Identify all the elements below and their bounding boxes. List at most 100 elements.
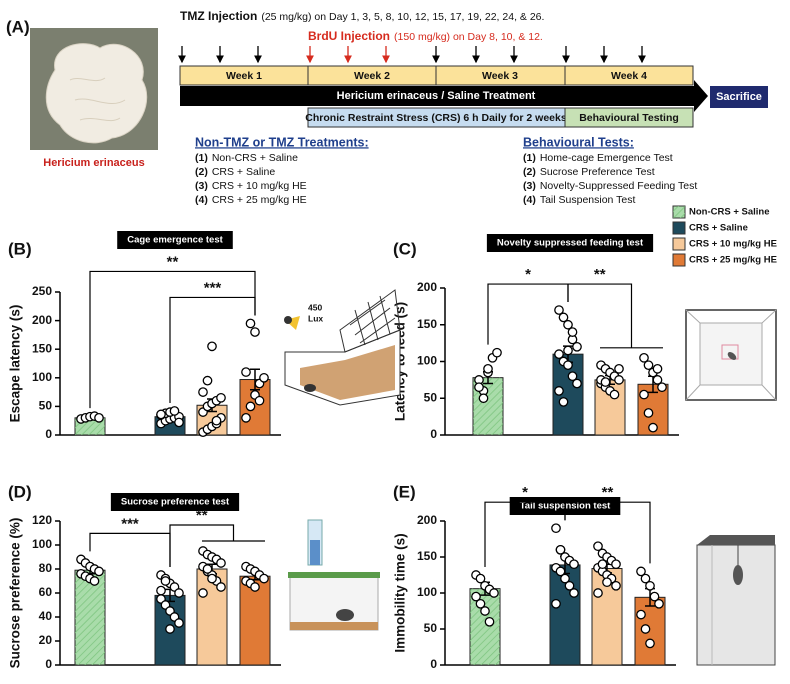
sucrose-illustration [288,519,380,631]
brdu-text: BrdU Injection (150 mg/kg) on Day 8, 10, … [308,29,543,43]
item-number: (4) [523,194,536,206]
data-point [652,375,663,385]
chart-title: Novelty suppressed feeding test [497,238,644,249]
data-point [555,566,566,577]
y-tick-label: 100 [417,585,437,599]
y-tick-label: 250 [32,284,52,298]
data-point [602,577,612,588]
bar-hatch [470,588,500,665]
legend-label: CRS + 10 mg/kg HE [689,239,777,250]
sacrifice-box [710,86,768,108]
item-text: CRS + 10 mg/kg HE [212,180,307,192]
data-point [207,341,217,352]
injection-arrows [178,46,646,64]
data-point [639,389,649,400]
significance-bracket [564,501,651,564]
data-point [554,386,564,396]
data-point [652,363,663,374]
significance-bracket [487,283,569,345]
list-item: (2) CRS + Saline [195,166,275,178]
data-point [216,392,226,403]
significance-label: ** [602,484,614,501]
data-point [636,566,646,577]
chart-title: Sucrose preference test [121,497,230,508]
panel-label: (D) [8,482,32,501]
data-point [563,360,573,371]
data-point [198,387,208,397]
item-text: Sucrose Preference Test [540,166,655,178]
y-tick-label: 0 [45,427,52,441]
data-point [614,363,624,374]
data-point [600,377,611,387]
list-item: (4) CRS + 25 mg/kg HE [195,194,307,206]
legend-swatch [672,253,686,267]
week-label: Week 1 [226,70,262,82]
tmz-detail: (25 mg/kg) on Day 1, 3, 5, 8, 10, 12, 15… [261,11,544,23]
data-point [211,415,222,426]
significance-label: *** [121,515,139,532]
data-point [202,375,213,386]
data-point [241,367,251,377]
data-point [645,580,655,591]
data-point [558,397,569,407]
photo-caption: Hericium erinaceus [43,157,145,169]
behavioural-box [564,107,694,128]
bar-hatch [75,570,105,665]
title-box [486,234,654,252]
item-number: (1) [523,152,536,164]
data-point [478,393,489,404]
data-point [558,312,569,323]
significance-label: ** [594,266,606,283]
tail-illustration [696,535,776,666]
data-point [489,588,499,598]
y-tick-label: 200 [417,280,437,294]
data-point [643,408,654,418]
title-box [117,231,233,249]
data-point [484,616,495,627]
data-point [645,638,655,649]
week-band [179,65,694,86]
data-point [259,372,269,383]
data-point [609,389,620,400]
data-point [165,624,175,634]
y-tick-label: 50 [39,399,53,413]
crs-label: Chronic Restraint Stress (CRS) 6 h Daily… [305,112,567,124]
significance-bracket [567,283,663,349]
item-text: CRS + 25 mg/kg HE [212,194,307,206]
item-text: Non-CRS + Saline [212,152,298,164]
data-point [254,395,265,406]
y-tick-label: 60 [39,585,53,599]
data-point [245,401,256,412]
data-point [564,580,575,591]
significance-label: ** [196,507,208,524]
arena-illustration [685,309,777,401]
data-point [94,412,104,423]
data-point [567,327,578,337]
treatment-label: Hericium erinaceus / Saline Treatment [337,90,536,102]
y-tick-label: 150 [417,549,437,563]
y-tick-label: 0 [430,427,437,441]
treatment-arrow [180,80,708,112]
data-point [198,588,208,598]
significance-label: * [522,484,528,501]
data-point [245,318,256,329]
significance-bracket [169,524,265,567]
data-point [471,591,481,602]
list-item: (2) Sucrose Preference Test [523,166,655,178]
data-point [160,576,171,586]
data-point [593,541,603,552]
data-point [89,576,100,586]
list-item: (1) Non-CRS + Saline [195,152,298,164]
panel-label: (E) [393,482,416,501]
y-axis-label: Sucrose preference (%) [8,518,23,669]
item-number: (3) [195,180,208,192]
data-point [560,573,570,584]
y-tick-label: 150 [32,341,52,355]
data-point [169,406,180,416]
list-item: (4) Tail Suspension Test [523,194,635,206]
data-point [94,566,104,577]
data-point [657,382,667,393]
data-point [554,305,564,315]
significance-label: *** [204,279,222,296]
y-tick-label: 50 [424,621,438,635]
